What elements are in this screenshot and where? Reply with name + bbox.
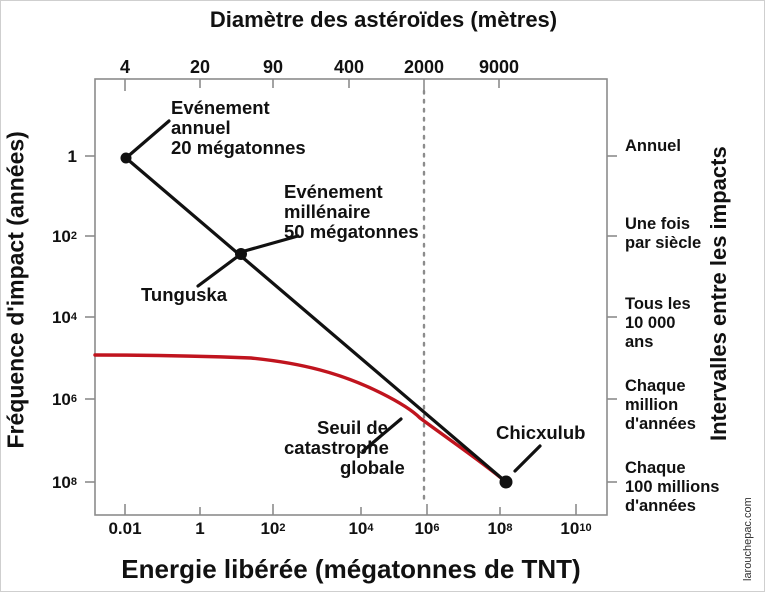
svg-text:106: 106 [414,519,439,538]
svg-text:9000: 9000 [479,57,519,77]
svg-text:10 000: 10 000 [625,314,675,332]
svg-text:Tunguska: Tunguska [141,284,228,305]
svg-text:108: 108 [52,473,77,492]
svg-text:annuel: annuel [171,117,231,138]
svg-text:50 mégatonnes: 50 mégatonnes [284,221,419,242]
svg-text:d'années: d'années [625,415,696,433]
svg-text:catastrophe: catastrophe [284,437,389,458]
svg-text:Tous les: Tous les [625,295,691,313]
svg-text:million: million [625,396,678,414]
svg-text:Chaque: Chaque [625,377,686,395]
svg-text:d'années: d'années [625,497,696,515]
svg-text:4: 4 [120,57,130,77]
svg-text:Seuil de: Seuil de [317,417,388,438]
svg-text:1: 1 [68,147,77,166]
svg-text:1010: 1010 [560,519,591,538]
svg-text:millénaire: millénaire [284,201,370,222]
svg-text:108: 108 [487,519,512,538]
svg-text:106: 106 [52,390,77,409]
svg-text:104: 104 [348,519,374,538]
svg-text:100 millions: 100 millions [625,478,719,496]
svg-text:Chaque: Chaque [625,459,686,477]
svg-text:Evénement: Evénement [284,181,383,202]
svg-text:par siècle: par siècle [625,234,701,252]
svg-text:Annuel: Annuel [625,137,681,155]
svg-text:90: 90 [263,57,283,77]
svg-text:400: 400 [334,57,364,77]
svg-text:20 mégatonnes: 20 mégatonnes [171,137,306,158]
svg-text:Chicxulub: Chicxulub [496,422,585,443]
svg-text:2000: 2000 [404,57,444,77]
svg-text:102: 102 [260,519,285,538]
svg-text:globale: globale [340,457,405,478]
svg-text:1: 1 [195,519,204,538]
svg-text:102: 102 [52,227,77,246]
svg-text:Evénement: Evénement [171,97,270,118]
svg-text:ans: ans [625,333,653,351]
svg-text:104: 104 [52,308,78,327]
svg-text:20: 20 [190,57,210,77]
svg-text:0.01: 0.01 [108,519,141,538]
svg-text:Une fois: Une fois [625,215,690,233]
